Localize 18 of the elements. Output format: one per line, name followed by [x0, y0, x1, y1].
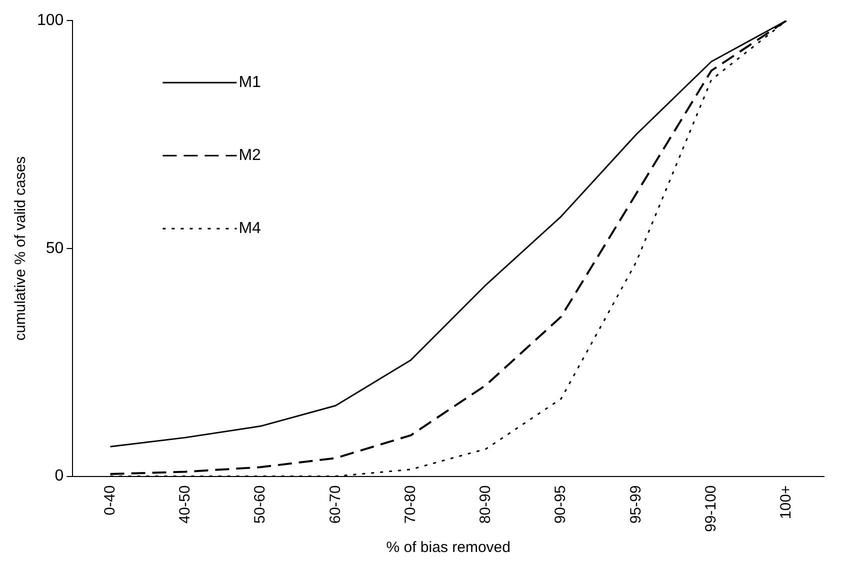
- y-tick-label: 100: [36, 12, 64, 30]
- x-tick-label: 40-50: [176, 485, 194, 524]
- legend-label: M2: [238, 147, 262, 164]
- x-tick-label: 0-40: [101, 485, 118, 516]
- x-tick-label: 70-80: [402, 485, 419, 524]
- y-tick-label: 50: [46, 240, 64, 257]
- x-axis-title: % of bias removed: [386, 539, 510, 556]
- x-tick-label: 100+: [778, 485, 795, 520]
- x-tick-label: 95-99: [627, 485, 644, 524]
- x-tick-label: 99-100: [702, 485, 720, 532]
- x-tick-label: 80-90: [477, 485, 494, 524]
- x-tick-label: 50-60: [252, 485, 269, 524]
- legend-label: M4: [238, 220, 262, 238]
- y-axis-title: cumulative % of valid cases: [12, 156, 30, 341]
- legend-label: M1: [238, 74, 262, 92]
- y-tick-label: 0: [54, 468, 64, 485]
- x-tick-label: 90-95: [552, 485, 570, 524]
- x-tick-label: 60-70: [326, 485, 344, 524]
